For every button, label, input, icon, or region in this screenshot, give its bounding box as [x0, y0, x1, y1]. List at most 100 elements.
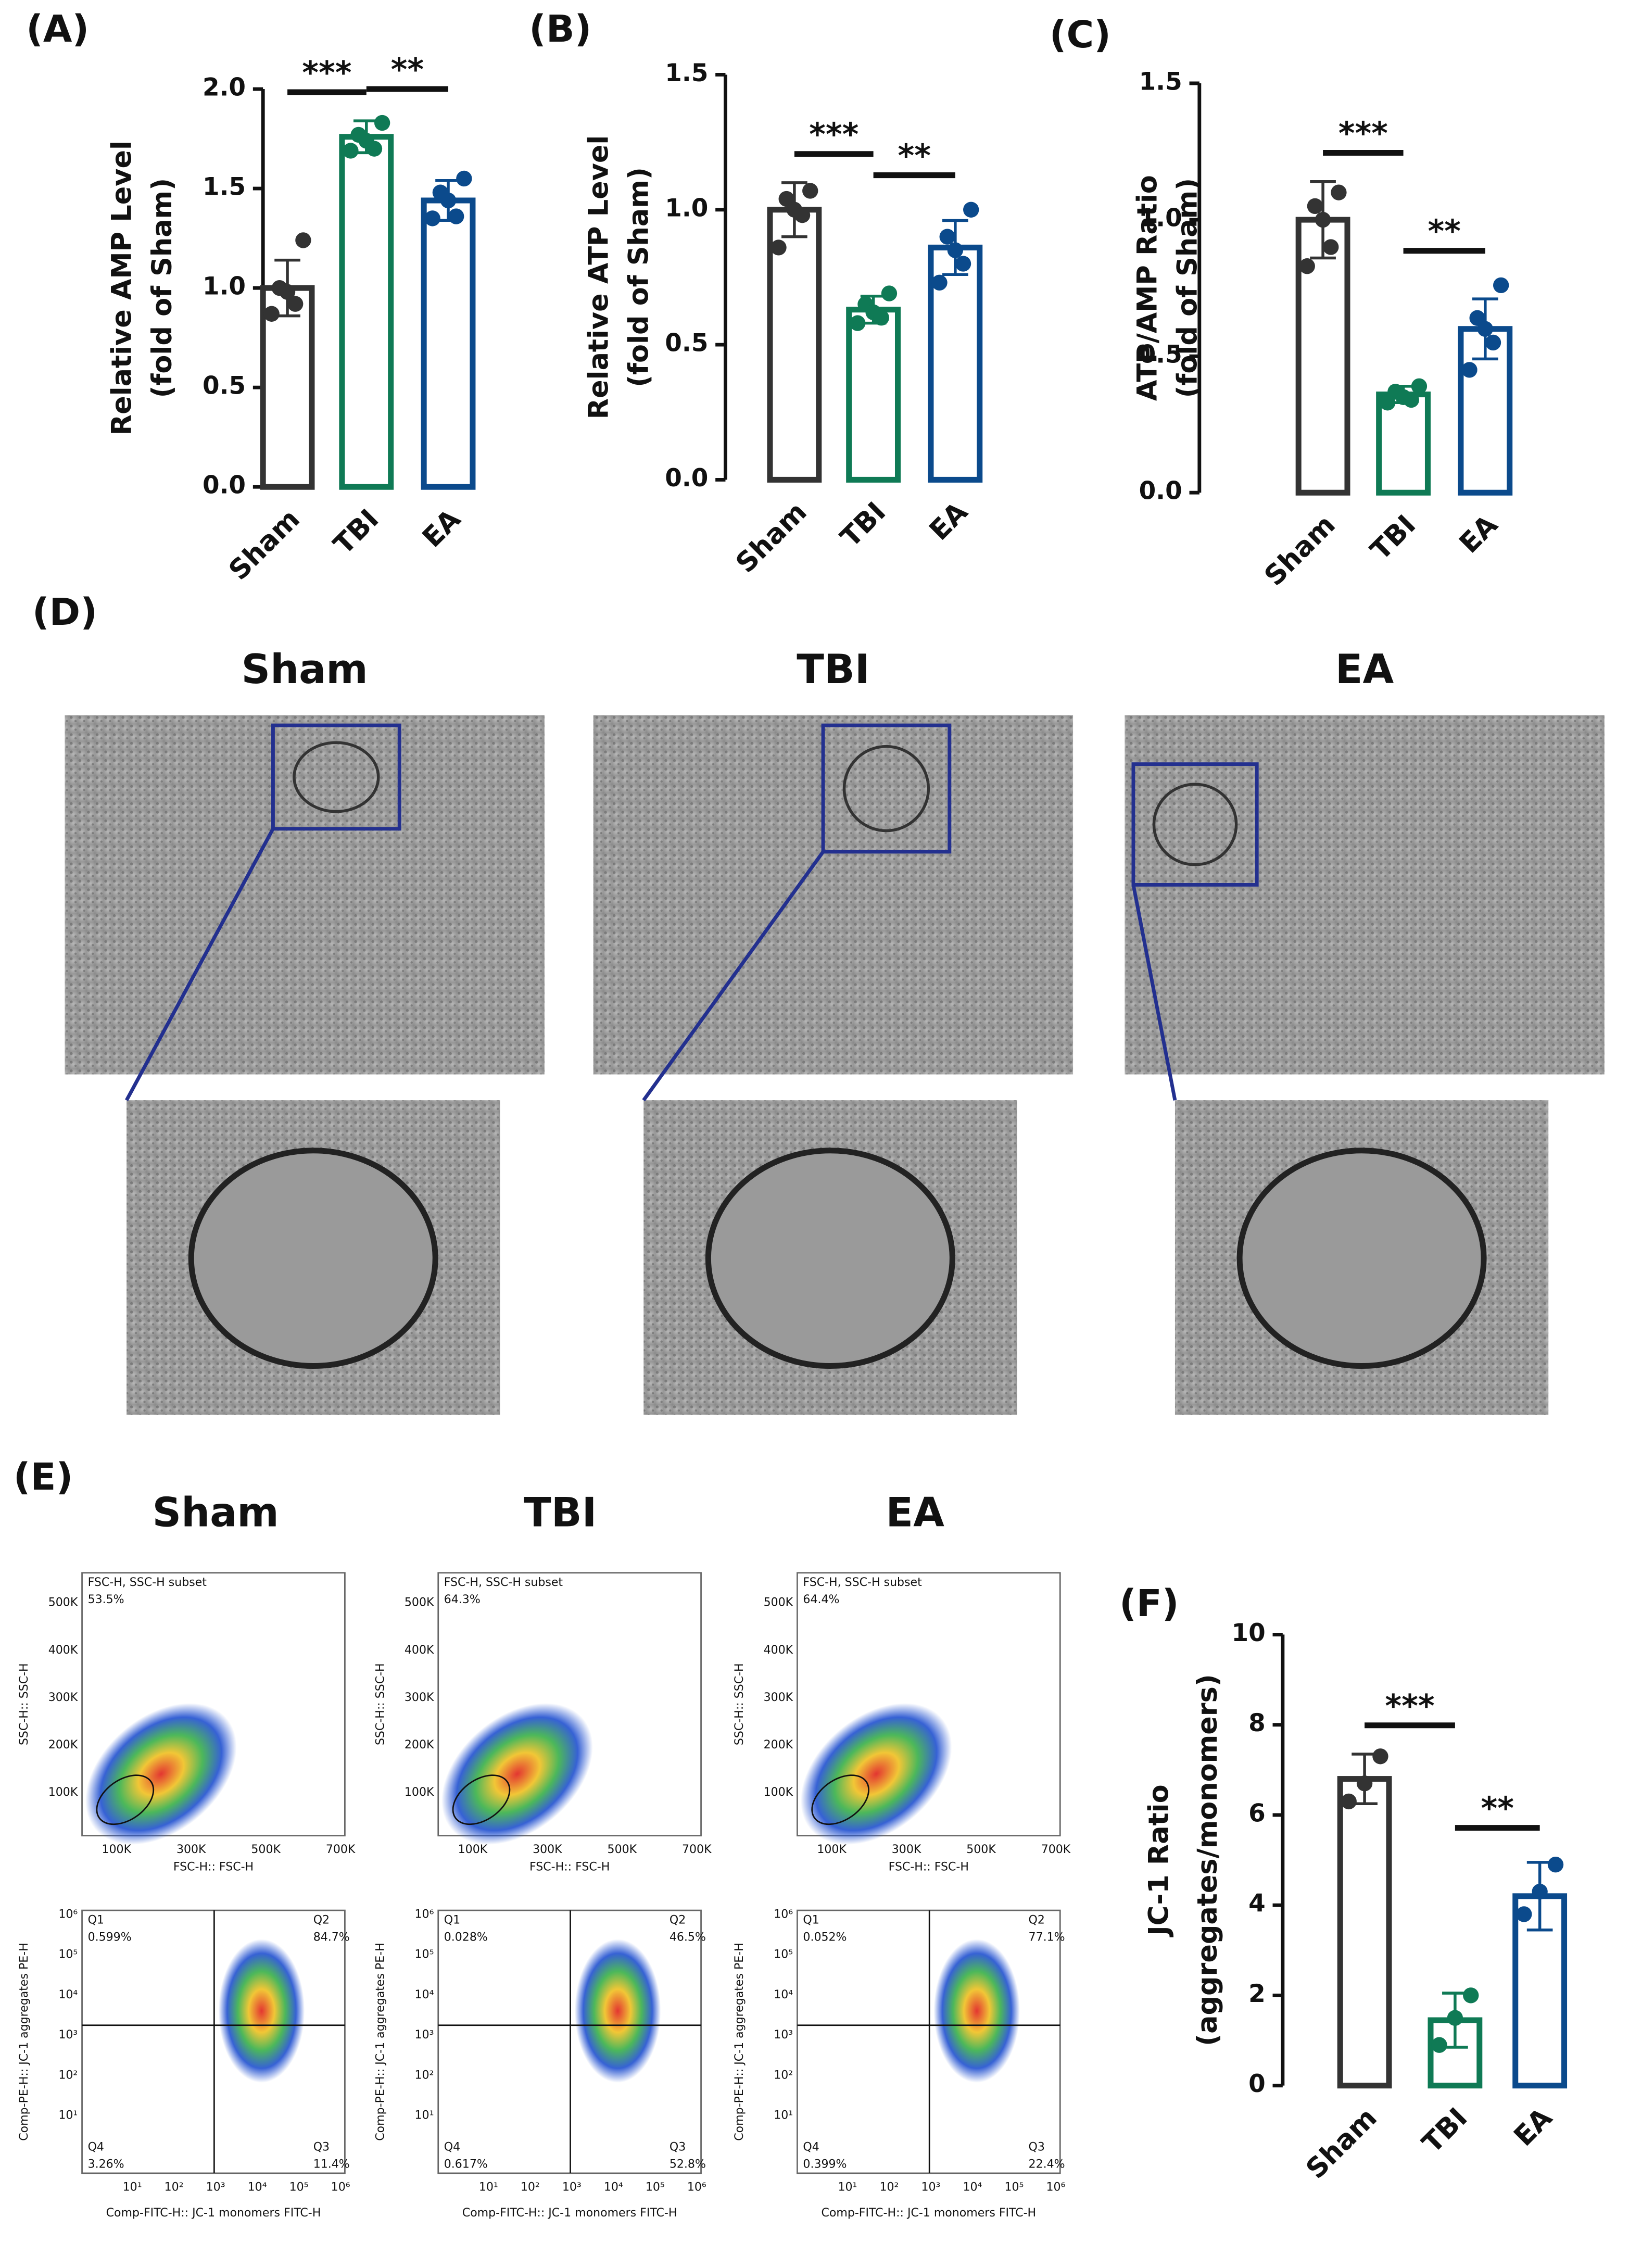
group-title: Sham	[242, 646, 368, 693]
y-tick-label: 10²	[774, 2069, 793, 2082]
data-point	[1485, 334, 1501, 351]
x-tick-label: 10⁴	[963, 2181, 982, 2194]
mitochondrion	[293, 741, 380, 813]
quadrant-name: Q4	[803, 2140, 819, 2153]
quadrant-name: Q1	[803, 1913, 819, 1926]
data-point	[440, 192, 457, 209]
gate	[811, 1774, 869, 1825]
data-point	[1431, 2037, 1447, 2053]
y-tick-label: 1.5	[203, 173, 246, 201]
data-point	[947, 242, 964, 258]
gate	[96, 1774, 155, 1825]
quadrant-name: Q1	[88, 1913, 104, 1926]
mitochondrion	[1236, 1148, 1487, 1369]
data-point	[881, 285, 898, 301]
data-point	[963, 201, 979, 218]
gate-pct: 64.4%	[803, 1593, 839, 1606]
quadrant-pct: 11.4%	[313, 2158, 350, 2171]
y-tick-label: 0.0	[1139, 477, 1182, 506]
data-point	[1403, 392, 1419, 408]
y-tick-label: 0.5	[1139, 341, 1182, 369]
quadrant-pct: 84.7%	[313, 1931, 350, 1944]
data-point	[343, 143, 359, 159]
data-point	[931, 274, 948, 291]
significance-label: **	[391, 52, 424, 89]
tem-image	[593, 715, 1074, 1075]
quadrant-pct: 0.617%	[444, 2158, 488, 2171]
y-tick-label: 200K	[48, 1738, 78, 1752]
data-point	[939, 229, 955, 245]
data-point	[295, 232, 311, 248]
significance-label: **	[898, 138, 930, 174]
x-tick-label: EA	[1508, 2101, 1558, 2152]
data-point	[1380, 395, 1396, 411]
y-tick-label: 6	[1248, 1799, 1266, 1828]
y-tick-label: 500K	[764, 1596, 793, 1609]
y-tick-label: 1.5	[1139, 68, 1182, 96]
data-point	[955, 256, 971, 272]
density-cloud	[933, 1939, 1020, 2083]
y-axis-label: Comp-PE-H:: JC-1 aggregates PE-H	[374, 1943, 387, 2140]
panel-label: (C)	[1050, 12, 1111, 56]
y-tick-label: 10²	[415, 2069, 434, 2082]
x-tick-label: 10⁶	[687, 2181, 706, 2194]
y-tick-label: 200K	[764, 1738, 793, 1752]
density-cloud	[218, 1939, 305, 2083]
density-cloud	[800, 1703, 952, 1845]
data-point	[1356, 1775, 1373, 1792]
gate-pct: 53.5%	[88, 1593, 124, 1606]
quadrant-name: Q4	[444, 2140, 460, 2153]
quadrant-pct: 3.26%	[88, 2158, 124, 2171]
y-axis-label: ATP/AMP Ratio	[1131, 175, 1163, 401]
y-axis-label: (aggregates/monomers)	[1192, 1674, 1223, 2046]
panel-label: (A)	[26, 7, 89, 51]
y-tick-label: 10⁴	[415, 1988, 434, 2001]
y-tick-label: 0.5	[665, 329, 708, 358]
y-tick-label: 100K	[48, 1786, 78, 1799]
data-point	[802, 183, 818, 199]
zoom-line	[125, 828, 275, 1101]
x-axis-label: FSC-H:: FSC-H	[529, 1860, 610, 1873]
y-tick-label: 10¹	[774, 2109, 793, 2122]
y-tick-label: 10¹	[415, 2109, 434, 2122]
y-tick-label: 10³	[415, 2028, 434, 2042]
data-point	[424, 210, 440, 226]
gate-label: FSC-H, SSC-H subset	[88, 1576, 207, 1589]
y-tick-label: 10⁵	[415, 1948, 434, 1961]
tem-image	[65, 715, 545, 1075]
x-tick-label: 10⁵	[289, 2181, 309, 2194]
quadrant-pct: 22.4%	[1029, 2158, 1065, 2171]
y-axis-label: JC-1 Ratio	[1143, 1784, 1175, 1937]
y-tick-label: 10³	[774, 2028, 793, 2042]
y-tick-label: 400K	[405, 1644, 434, 1657]
x-tick-label: 10⁶	[331, 2181, 350, 2194]
x-tick-label: TBI	[835, 496, 892, 553]
y-tick-label: 10⁶	[774, 1908, 793, 1921]
y-tick-label: 400K	[48, 1644, 78, 1657]
y-tick-label: 10²	[58, 2069, 78, 2082]
y-axis-label: SSC-H:: SSC-H	[733, 1663, 746, 1745]
x-tick-label: TBI	[327, 503, 385, 560]
x-axis-label: Comp-FITC-H:: JC-1 monomers FITC-H	[821, 2207, 1036, 2220]
x-tick-label: TBI	[1416, 2102, 1473, 2159]
x-tick-label: EA	[923, 496, 974, 546]
x-axis-label: FSC-H:: FSC-H	[173, 1860, 254, 1873]
y-tick-label: 100K	[405, 1786, 434, 1799]
data-point	[778, 191, 794, 207]
x-tick-label: 10⁵	[1005, 2181, 1024, 2194]
y-axis-label: SSC-H:: SSC-H	[374, 1663, 387, 1745]
y-axis-label: SSC-H:: SSC-H	[18, 1663, 31, 1745]
x-tick-label: 700K	[326, 1843, 356, 1856]
quadrant-pct: 0.052%	[803, 1931, 847, 1944]
data-point	[1299, 258, 1315, 274]
gate-label: FSC-H, SSC-H subset	[803, 1576, 922, 1589]
y-tick-label: 400K	[764, 1644, 793, 1657]
y-tick-label: 0.0	[665, 464, 708, 493]
y-tick-label: 300K	[764, 1691, 793, 1704]
y-axis-label: Comp-PE-H:: JC-1 aggregates PE-H	[18, 1943, 31, 2140]
data-point	[374, 115, 390, 131]
quadrant-name: Q4	[88, 2140, 104, 2153]
x-tick-label: EA	[1453, 509, 1504, 559]
data-point	[263, 306, 280, 322]
y-tick-label: 10	[1232, 1619, 1266, 1647]
